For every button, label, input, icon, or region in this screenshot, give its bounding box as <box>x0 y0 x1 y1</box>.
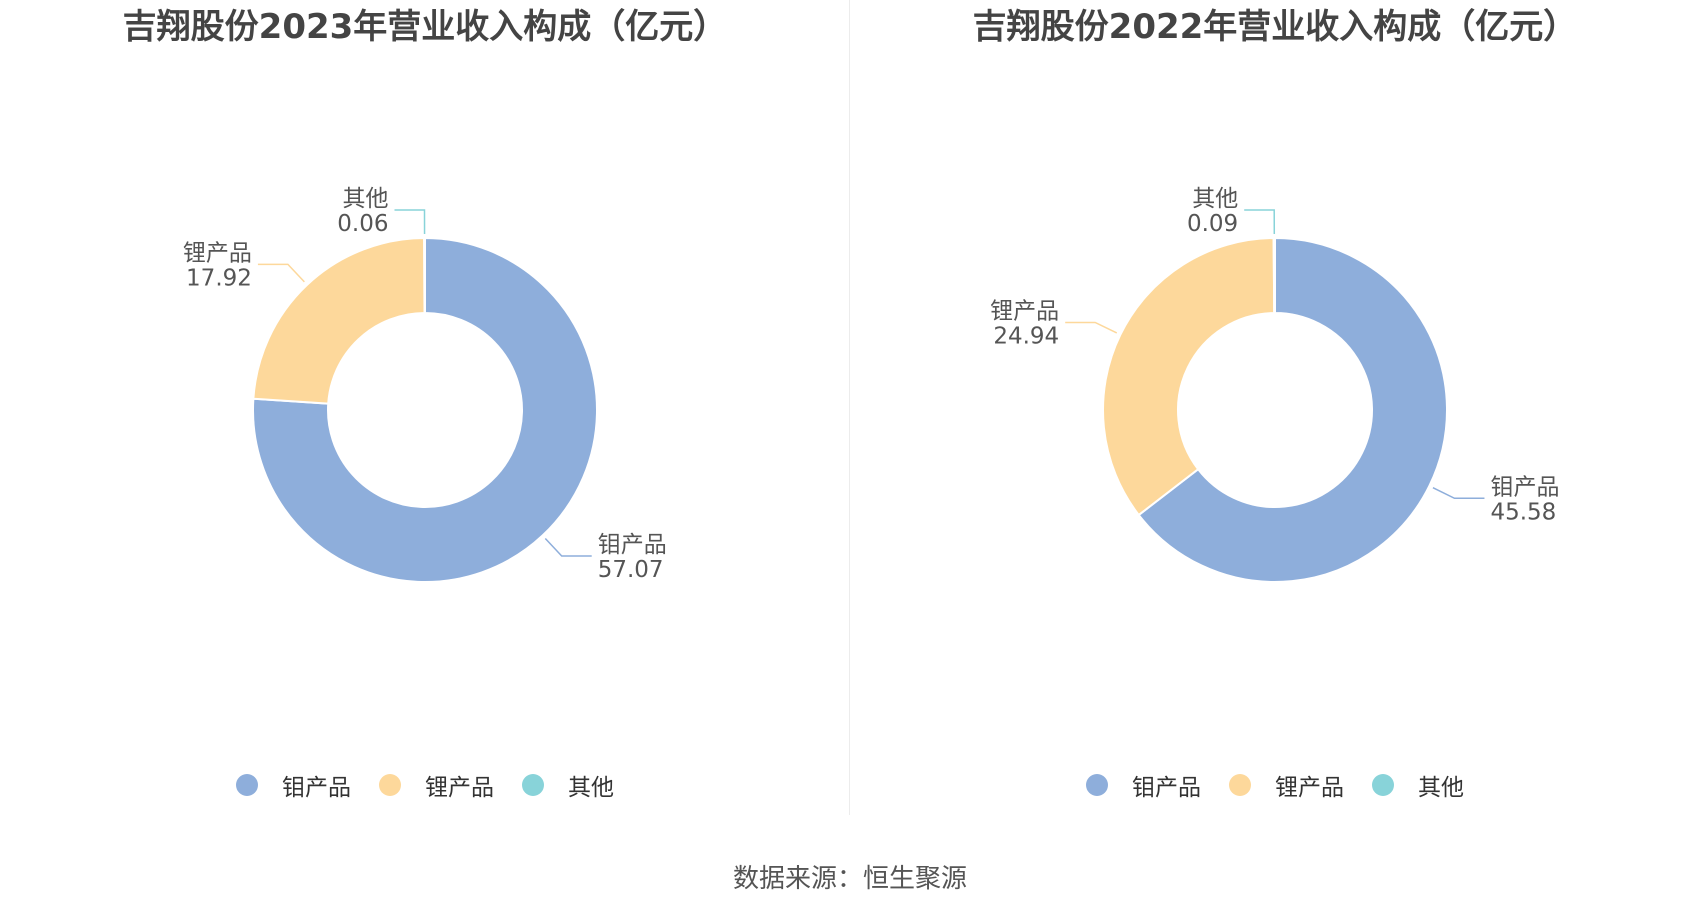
chart-panel-2022: 吉翔股份2022年营业收入构成（亿元） 钼产品 45.58 锂产品 24.94 其他 0.… <box>850 0 1700 830</box>
slice-category-label: 其他 <box>1192 186 1238 212</box>
donut-slice-0[interactable] <box>252 236 598 583</box>
donut-slice-0[interactable] <box>1137 236 1448 583</box>
legend-label: 钼产品 <box>1132 775 1201 801</box>
donut-slice-2[interactable] <box>1272 236 1276 315</box>
legend-label: 钼产品 <box>282 775 351 801</box>
donut-slice-2[interactable] <box>423 236 426 315</box>
slice-category-label: 锂产品 <box>990 298 1059 324</box>
slice-category-label: 钼产品 <box>598 532 667 558</box>
slice-category-label: 锂产品 <box>183 240 252 266</box>
legend-dot-icon <box>236 774 258 796</box>
panel-divider <box>849 0 850 815</box>
legend-label: 其他 <box>1418 775 1464 801</box>
legend-dot-icon <box>1229 774 1251 796</box>
legend-dot-icon <box>1086 774 1108 796</box>
chart-panel-2023: 吉翔股份2023年营业收入构成（亿元） 钼产品 57.07 锂产品 17.92 其他 0.… <box>0 0 850 830</box>
legend-dot-icon <box>1372 774 1394 796</box>
slice-value-label: 45.58 <box>1490 499 1556 525</box>
slice-value-label: 57.07 <box>598 557 664 583</box>
legend-dot-icon <box>522 774 544 796</box>
slice-value-label: 0.06 <box>337 211 388 237</box>
label-leader-line <box>257 263 305 283</box>
label-leader-line <box>544 537 592 557</box>
data-source: 数据来源：恒生聚源 <box>732 864 967 894</box>
legend-label: 锂产品 <box>1275 775 1344 801</box>
legend-2023: 钼产品 锂产品 其他 <box>0 768 850 802</box>
slice-value-label: 17.92 <box>186 265 252 291</box>
legend-item-other[interactable]: 其他 <box>1372 768 1464 802</box>
slice-category-label: 其他 <box>342 186 388 212</box>
label-leader-line <box>394 209 426 235</box>
legend-item-lithium[interactable]: 锂产品 <box>379 768 494 802</box>
legend-label: 其他 <box>568 775 614 801</box>
slice-value-label: 24.94 <box>993 323 1059 349</box>
slice-category-label: 钼产品 <box>1490 474 1559 500</box>
chart-title-2022: 吉翔股份2022年营业收入构成（亿元） <box>972 7 1578 47</box>
chart-title-2023: 吉翔股份2023年营业收入构成（亿元） <box>122 7 728 47</box>
legend-dot-icon <box>379 774 401 796</box>
legend-label: 锂产品 <box>425 775 494 801</box>
label-leader-line <box>1065 321 1118 334</box>
legend-item-lithium[interactable]: 锂产品 <box>1229 768 1344 802</box>
legend-item-molybdenum[interactable]: 钼产品 <box>236 768 351 802</box>
legend-2022: 钼产品 锂产品 其他 <box>850 768 1700 802</box>
slice-value-label: 0.09 <box>1187 211 1238 237</box>
legend-item-other[interactable]: 其他 <box>522 768 614 802</box>
donut-slice-1[interactable] <box>252 236 426 405</box>
label-leader-line <box>1244 209 1276 235</box>
label-leader-line <box>1432 487 1485 500</box>
legend-item-molybdenum[interactable]: 钼产品 <box>1086 768 1201 802</box>
donut-slice-1[interactable] <box>1102 236 1276 517</box>
